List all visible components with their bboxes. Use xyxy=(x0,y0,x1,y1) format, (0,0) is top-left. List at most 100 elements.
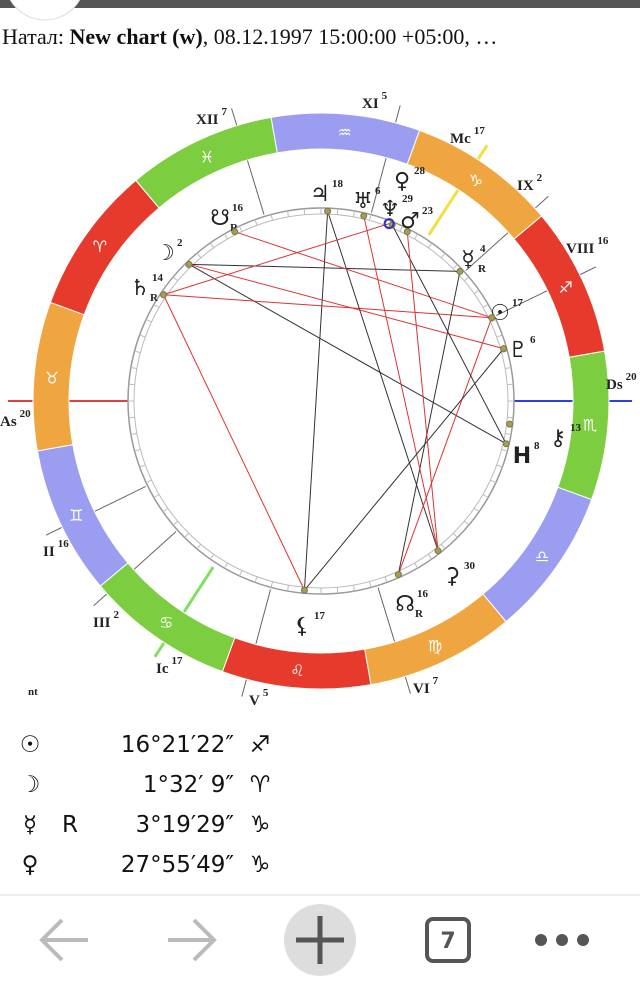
planet-dot xyxy=(434,547,442,555)
tabs-button[interactable]: 7 xyxy=(425,917,471,963)
aspect-line xyxy=(188,263,507,445)
sign-glyph: ♑ xyxy=(469,171,483,190)
degree-tick xyxy=(440,252,446,259)
house-label: Ic xyxy=(156,661,169,677)
row-sign: ♐ xyxy=(250,732,271,758)
planet-dot xyxy=(360,212,368,220)
header-prefix: Натал: xyxy=(2,24,64,49)
house-degree: 5 xyxy=(382,90,388,102)
sign-glyph: ♓ xyxy=(200,147,214,166)
row-sign: ♑ xyxy=(250,852,271,878)
degree-tick xyxy=(427,242,433,249)
house-degree: 5 xyxy=(263,687,269,699)
planet-dot xyxy=(185,260,193,268)
planet-retro: R xyxy=(478,263,487,275)
house-degree: 20 xyxy=(20,408,32,420)
back-button[interactable] xyxy=(39,918,88,962)
degree-tick xyxy=(352,585,356,592)
degree-tick xyxy=(507,383,514,386)
sign-glyph: ♏ xyxy=(583,416,597,435)
planet-dot xyxy=(506,420,514,428)
house-label: XII xyxy=(196,112,219,128)
planet-dot xyxy=(394,571,402,579)
planet-degree: 23 xyxy=(422,205,434,217)
planet-glyph: ☉ xyxy=(490,301,510,326)
planet-glyph: ☿ xyxy=(461,247,475,272)
sign-glyph: ♊ xyxy=(69,506,83,525)
row-degrees: 27°55′49″ xyxy=(121,852,235,878)
sign-glyph: ♉ xyxy=(45,368,59,387)
new-tab-button[interactable] xyxy=(284,904,356,976)
degree-tick xyxy=(482,304,489,308)
cusp-line xyxy=(133,531,177,570)
degree-tick xyxy=(153,494,160,498)
dot xyxy=(577,934,589,946)
sign-glyph: ♐ xyxy=(559,278,573,297)
degree-tick xyxy=(482,494,489,498)
aspect-line xyxy=(304,348,505,591)
planet-glyph: ⚸ xyxy=(294,614,310,639)
chart-name: New chart (w) xyxy=(70,24,203,49)
cusp-line xyxy=(246,159,265,215)
planet-degree: 6 xyxy=(375,185,381,197)
aspect-line xyxy=(363,215,439,551)
degree-tick xyxy=(336,587,339,594)
degree-tick xyxy=(463,520,470,526)
aspect-line xyxy=(391,224,507,444)
planet-degree: 6 xyxy=(530,334,536,346)
house-degree: 7 xyxy=(222,106,228,118)
cusp-line xyxy=(404,676,411,694)
planet-glyph: ♀ xyxy=(394,169,410,194)
forward-button[interactable] xyxy=(168,918,217,962)
positions-table: ☉ 16°21′22″ ♐ ☽ 1°32′ 9″ ♈ ☿ R 3°19′29″ ♑ ♀ 27°55′4… xyxy=(20,732,271,878)
planet-degree: 8 xyxy=(534,440,540,452)
degree-tick xyxy=(286,585,290,592)
degree-tick xyxy=(172,520,179,526)
planet-dot xyxy=(488,314,496,322)
degree-tick xyxy=(270,581,274,588)
cusp-line xyxy=(231,108,238,126)
house-degree: 16 xyxy=(58,538,70,550)
planet-glyph: ☋ xyxy=(210,206,230,231)
aspect-line xyxy=(163,294,305,591)
degree-tick xyxy=(490,479,497,484)
house-degree: 2 xyxy=(114,609,120,621)
degree-tick xyxy=(414,233,418,240)
dot xyxy=(535,934,547,946)
sign-segment xyxy=(135,116,278,209)
sign-glyph: ♈ xyxy=(93,237,107,256)
planet-glyph: ♂ xyxy=(400,209,420,234)
degree-tick xyxy=(238,570,243,577)
aspect-line xyxy=(406,231,439,551)
house-degree: 7 xyxy=(433,675,439,687)
cusp-line xyxy=(465,232,509,271)
degree-tick xyxy=(473,289,480,295)
degree-tick xyxy=(184,532,190,538)
degree-tick xyxy=(139,334,146,338)
degree-tick xyxy=(368,581,372,588)
top-button[interactable] xyxy=(5,0,85,21)
planet-glyph: ♇ xyxy=(508,338,528,363)
planet-degree: 28 xyxy=(414,165,426,177)
degree-tick xyxy=(209,242,215,249)
degree-tick xyxy=(427,553,433,560)
degree-tick xyxy=(134,448,141,452)
degree-tick xyxy=(473,507,480,513)
planet-dot xyxy=(500,345,508,353)
plus-icon xyxy=(296,916,344,964)
menu-button[interactable] xyxy=(535,934,589,946)
planet-glyph: ♄ xyxy=(130,276,150,301)
row-degrees: 16°21′22″ xyxy=(121,732,235,758)
planet-degree: 2 xyxy=(177,237,183,249)
degree-tick xyxy=(254,219,258,226)
planet-degree: 14 xyxy=(152,272,164,284)
aspect-line xyxy=(327,210,439,551)
degree-tick xyxy=(384,576,388,583)
planet-dot xyxy=(300,586,308,594)
house-label: VI xyxy=(413,681,430,697)
header-details: , 08.12.1997 15:00:00 +05:00, … xyxy=(203,24,498,49)
sign-glyph: ♍ xyxy=(428,637,442,656)
degree-tick xyxy=(336,208,339,215)
planet-dot xyxy=(383,218,395,230)
header: Натал: New chart (w), 08.12.1997 15:00:0… xyxy=(2,24,497,49)
